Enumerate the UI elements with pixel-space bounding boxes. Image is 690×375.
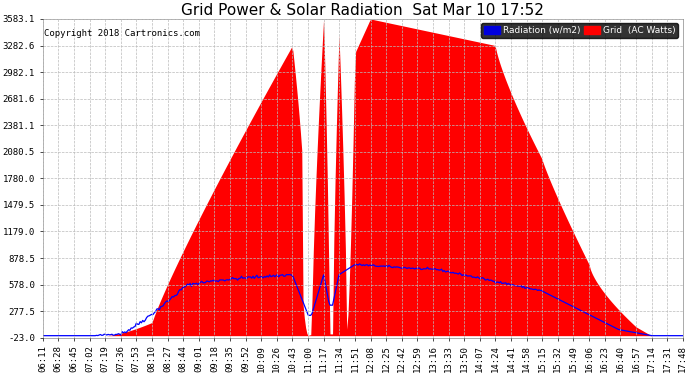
- Title: Grid Power & Solar Radiation  Sat Mar 10 17:52: Grid Power & Solar Radiation Sat Mar 10 …: [181, 3, 544, 18]
- Text: Copyright 2018 Cartronics.com: Copyright 2018 Cartronics.com: [44, 28, 200, 38]
- Legend: Radiation (w/m2), Grid  (AC Watts): Radiation (w/m2), Grid (AC Watts): [481, 24, 678, 38]
